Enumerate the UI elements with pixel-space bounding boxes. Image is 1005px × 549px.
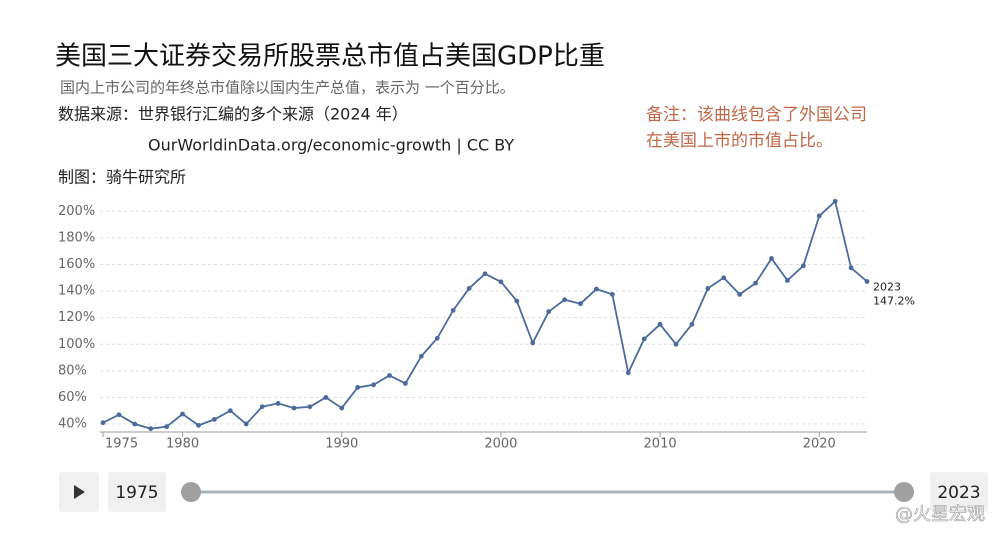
slider-knob[interactable] (181, 482, 201, 502)
credit: 制图：骑牛研究所 (58, 168, 186, 187)
point (243, 421, 249, 427)
point (482, 271, 488, 277)
end-year: 2023 (937, 483, 980, 503)
y-tick-label: 100% (58, 337, 95, 352)
x-tick-label: 2020 (803, 437, 836, 452)
point (307, 404, 313, 410)
point (227, 408, 233, 414)
y-tick-label: 80% (58, 363, 87, 378)
x-tick-label: 1975 (105, 437, 138, 452)
point (212, 416, 217, 422)
y-tick-label: 180% (58, 230, 95, 245)
chart-title: 美国三大证券交易所股票总市值占美国GDP比重 (55, 42, 605, 72)
point (594, 286, 599, 292)
value-label: 147.2% (873, 294, 915, 307)
start-box (108, 472, 166, 512)
point (196, 422, 201, 428)
point (800, 263, 806, 269)
y-tick-label: 120% (58, 310, 95, 325)
point (864, 279, 870, 284)
point (355, 385, 361, 390)
point (578, 301, 583, 307)
point (434, 335, 440, 341)
x-tick-label: 2010 (644, 437, 677, 452)
source: 数据来源：世界银行汇编的多个来源（2024 年） (58, 105, 408, 124)
y-tick-label: 40% (58, 417, 87, 432)
plot-area: 40% 60% 80% 100% 120% 140% 160% 180% 200% 1975 198… (58, 198, 915, 452)
point (132, 421, 138, 427)
point (371, 382, 376, 388)
point (753, 280, 758, 286)
point (116, 412, 122, 418)
point (387, 373, 392, 378)
point (832, 198, 838, 204)
point (164, 424, 170, 430)
note: 备注：该曲线包含了外国公司 (646, 105, 867, 125)
chart-subtitle: 国内上市公司的年终总市值除以国内生产总值，表示为 一个百分比。 (60, 79, 515, 97)
y-tick-label: 140% (58, 284, 95, 299)
point (514, 298, 520, 304)
y-tick-label: 60% (58, 390, 87, 405)
point (562, 297, 567, 303)
point (609, 291, 615, 297)
point (498, 279, 504, 285)
y-tick-label: 200% (58, 204, 95, 219)
point (721, 275, 727, 281)
x-tick-label: 1990 (325, 437, 358, 452)
point (625, 370, 631, 376)
play-icon (74, 485, 85, 499)
point (530, 340, 536, 346)
point (323, 395, 329, 400)
point (769, 256, 774, 261)
point (641, 336, 647, 342)
point (148, 426, 154, 432)
point (275, 401, 281, 406)
source-url: OurWorldinData.org/economic-growth | CC … (148, 136, 514, 155)
point (418, 353, 424, 359)
point (450, 307, 456, 313)
x-tick-label: 2000 (484, 437, 517, 452)
point (673, 341, 679, 347)
point (816, 213, 822, 219)
point (180, 411, 185, 417)
point (737, 291, 743, 297)
point (466, 286, 472, 291)
point (689, 321, 695, 327)
slider-knob[interactable] (894, 482, 914, 502)
point (546, 309, 552, 315)
y-tick-label: 160% (58, 257, 95, 272)
x-tick-label: 1980 (166, 437, 199, 452)
end-box (930, 472, 988, 512)
point (259, 404, 265, 410)
point (100, 420, 106, 426)
note: 在美国上市的市值占比。 (646, 131, 833, 151)
point (339, 405, 345, 411)
point (705, 286, 711, 291)
point (848, 265, 854, 271)
watermark: @火星宏观 (895, 504, 985, 525)
start-year: 1975 (115, 483, 158, 503)
point (785, 278, 790, 283)
end-year-label: 2023 (873, 280, 901, 293)
point (403, 381, 408, 386)
point (657, 321, 663, 327)
series-line (102, 199, 868, 430)
point (291, 405, 297, 411)
